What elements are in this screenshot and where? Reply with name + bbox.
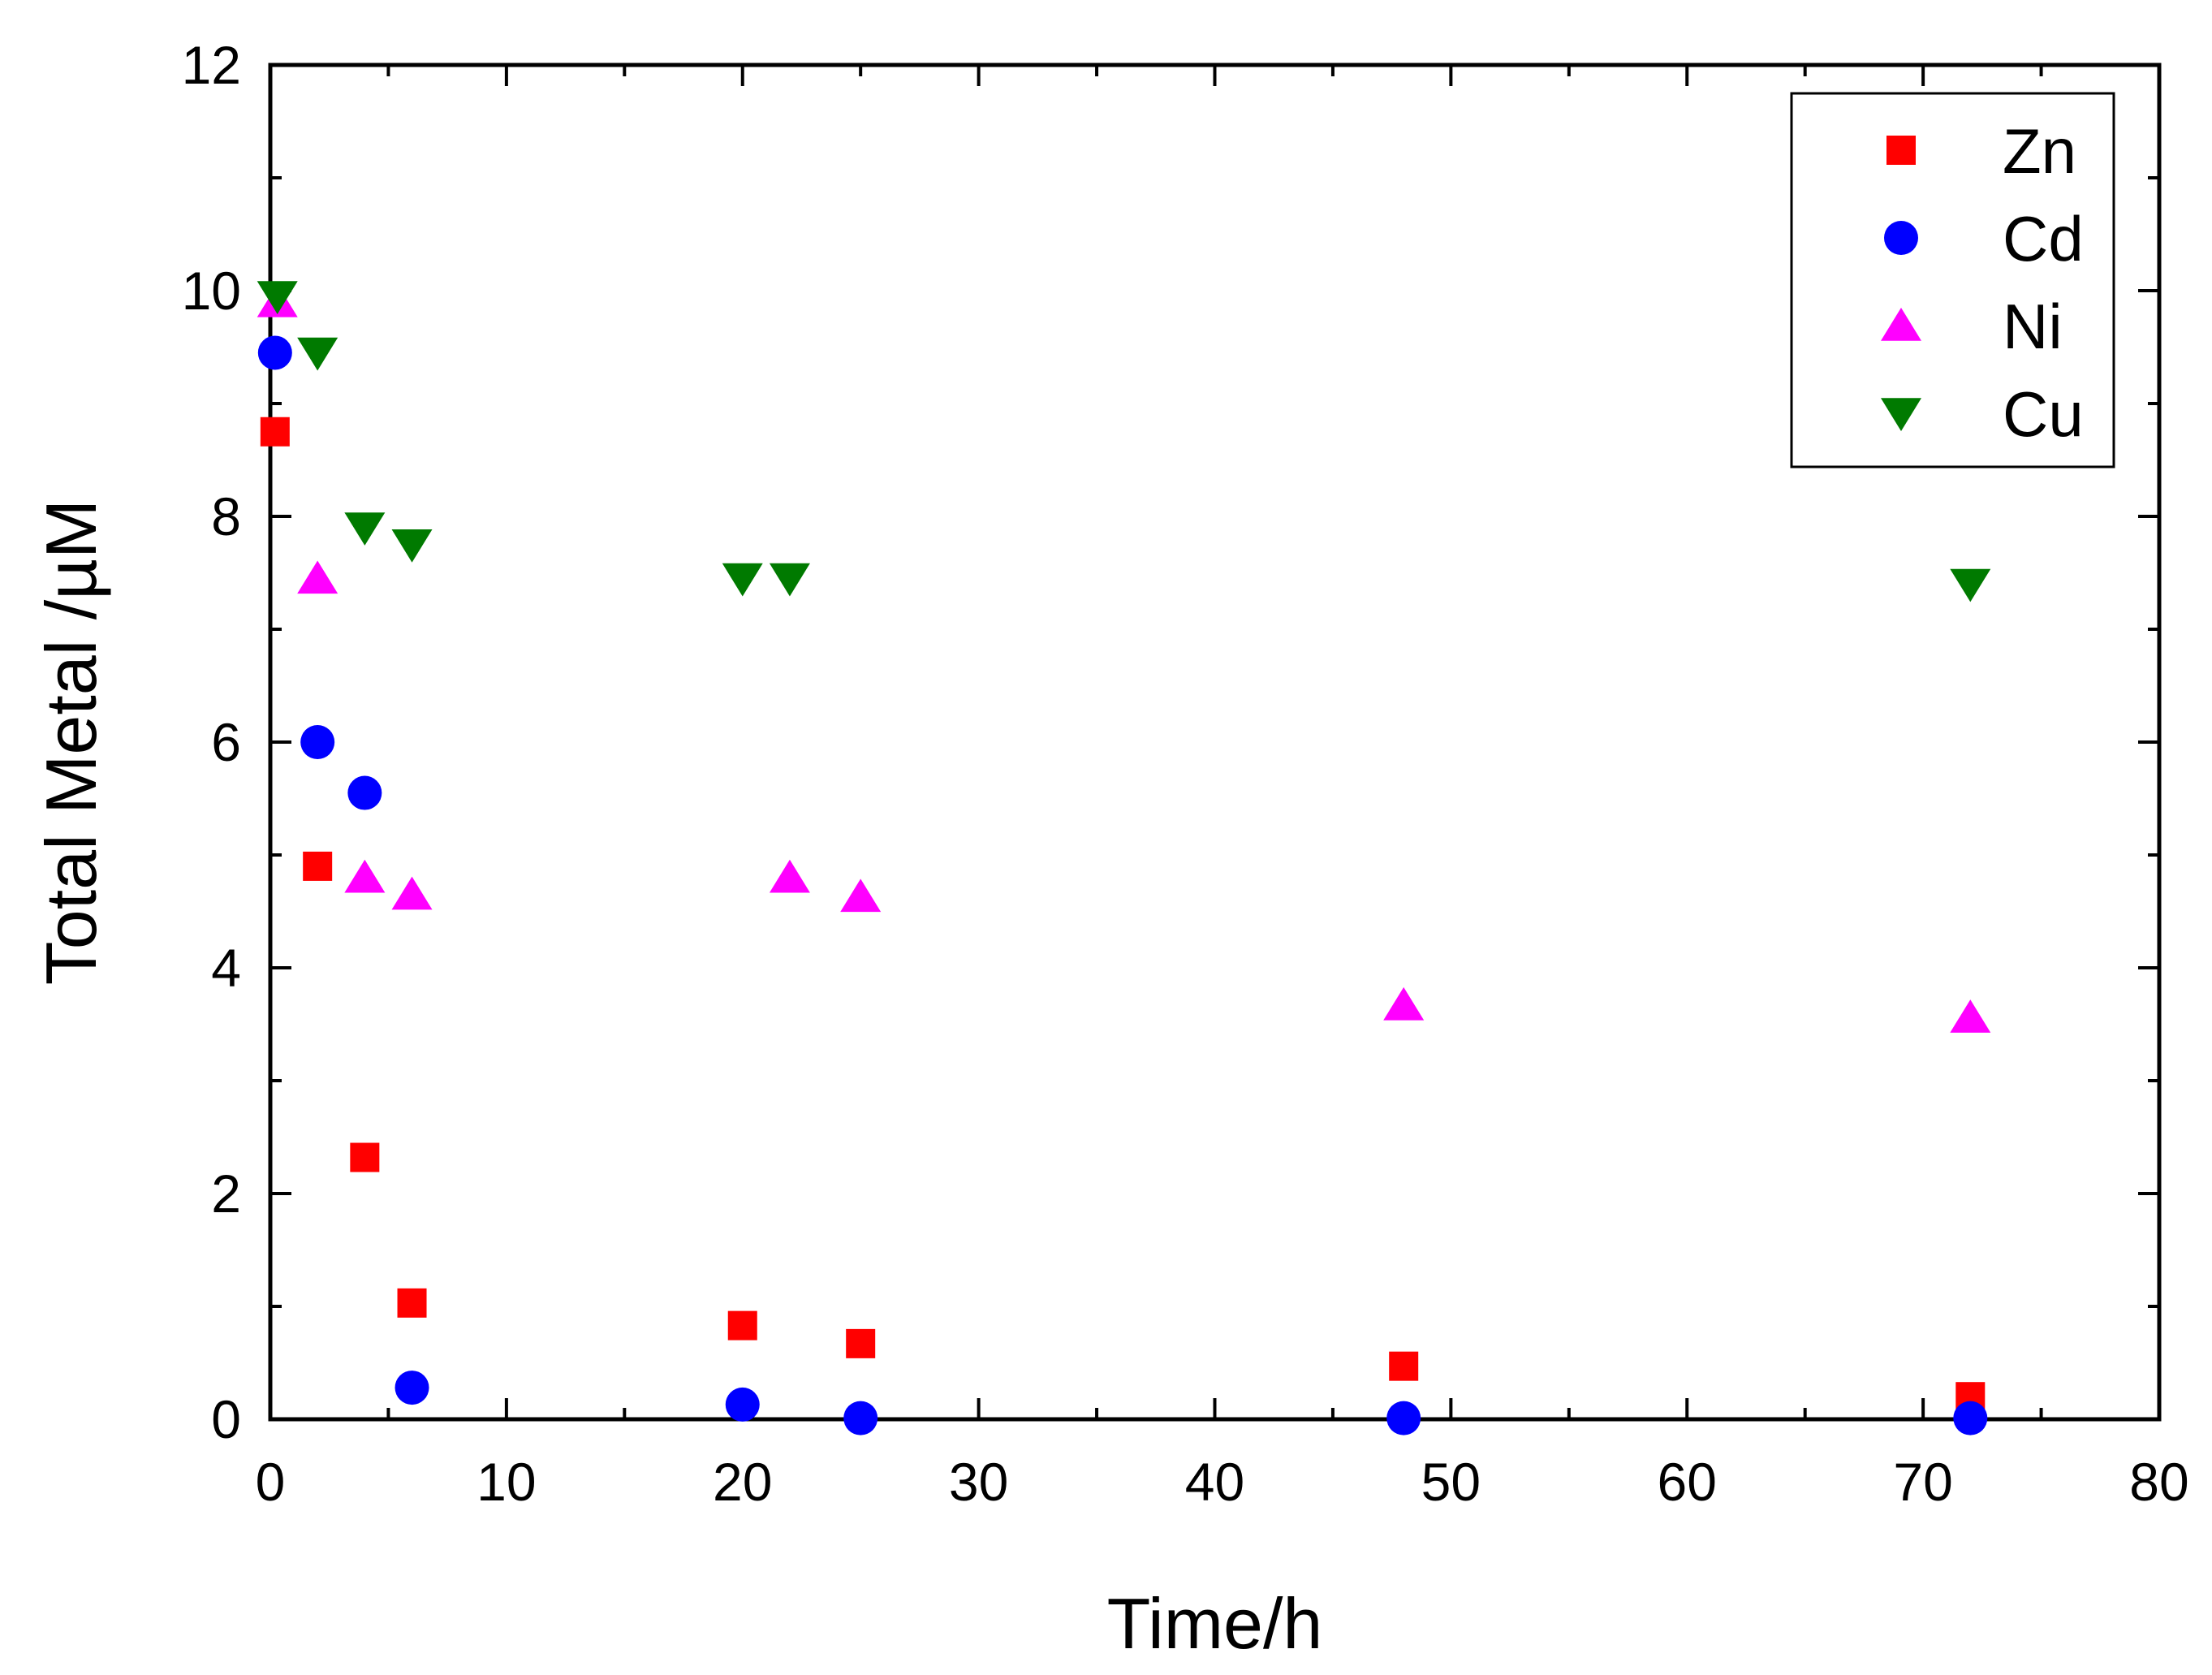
data-point-cu xyxy=(1950,568,1991,602)
data-point-ni xyxy=(391,876,433,910)
data-point-zn xyxy=(846,1328,876,1358)
data-point-cu xyxy=(257,281,298,314)
y-tick-label: 6 xyxy=(211,712,241,772)
x-tick-label: 40 xyxy=(1185,1452,1244,1512)
y-tick-label: 8 xyxy=(211,486,241,546)
series-ni xyxy=(257,283,1991,1033)
data-point-zn xyxy=(1389,1351,1419,1381)
series-cd xyxy=(257,335,1988,1435)
x-tick-label: 80 xyxy=(2129,1452,2188,1512)
data-point-cd xyxy=(725,1387,760,1422)
legend-marker-zn xyxy=(1886,136,1916,165)
data-point-cu xyxy=(769,563,810,597)
data-point-zn xyxy=(303,851,333,881)
legend: Zn Cd Ni Cu xyxy=(1790,92,2115,468)
series-cu xyxy=(257,281,1991,602)
x-tick-label: 50 xyxy=(1421,1452,1481,1512)
data-point-cd xyxy=(1386,1401,1421,1435)
data-point-zn xyxy=(727,1310,757,1340)
data-point-ni xyxy=(1950,999,1991,1033)
x-tick-label: 60 xyxy=(1658,1452,1717,1512)
y-tick-label: 12 xyxy=(182,35,241,95)
x-tick-label: 0 xyxy=(256,1452,286,1512)
data-point-ni xyxy=(297,560,338,594)
y-tick-label: 4 xyxy=(211,938,241,998)
legend-label-cd: Cd xyxy=(2003,203,2084,274)
data-point-ni xyxy=(1383,986,1425,1021)
data-point-cu xyxy=(297,337,338,371)
x-tick-label: 10 xyxy=(476,1452,536,1512)
data-point-zn xyxy=(260,417,290,447)
legend-label-zn: Zn xyxy=(2003,115,2076,187)
legend-marker-ni xyxy=(1881,308,1921,341)
data-point-cu xyxy=(391,529,433,563)
data-point-cd xyxy=(257,335,292,370)
x-tick-label: 70 xyxy=(1893,1452,1952,1512)
x-tick-label: 30 xyxy=(949,1452,1008,1512)
y-axis-title: Total Metal /µM xyxy=(31,499,111,985)
legend-label-cu: Cu xyxy=(2003,378,2084,450)
x-axis-title: Time/h xyxy=(1107,1583,1323,1664)
legend-marker-cu xyxy=(1881,398,1921,431)
data-point-ni xyxy=(344,859,386,893)
series-zn xyxy=(260,417,1986,1412)
data-point-cd xyxy=(347,775,382,810)
data-point-ni xyxy=(840,879,882,913)
data-point-cu xyxy=(722,563,763,597)
legend-marker-cd xyxy=(1884,221,1918,255)
legend-box xyxy=(1790,92,2115,468)
legend-label-ni: Ni xyxy=(2003,291,2063,362)
y-axis: 0 2 4 6 8 10 12 xyxy=(182,35,2159,1449)
data-point-cd xyxy=(843,1401,878,1435)
x-axis: 0 10 20 30 40 50 60 70 80 xyxy=(256,65,2189,1512)
data-markers xyxy=(257,281,1991,1435)
y-tick-label: 10 xyxy=(182,261,241,321)
data-point-cu xyxy=(344,512,386,546)
y-tick-label: 2 xyxy=(211,1163,241,1224)
data-point-zn xyxy=(397,1288,427,1318)
y-tick-label: 0 xyxy=(211,1389,241,1449)
data-point-cd xyxy=(395,1371,429,1405)
data-point-ni xyxy=(769,859,810,893)
x-tick-label: 20 xyxy=(713,1452,772,1512)
data-point-cd xyxy=(1953,1401,1988,1435)
data-point-cd xyxy=(300,725,335,759)
data-point-zn xyxy=(350,1142,380,1172)
